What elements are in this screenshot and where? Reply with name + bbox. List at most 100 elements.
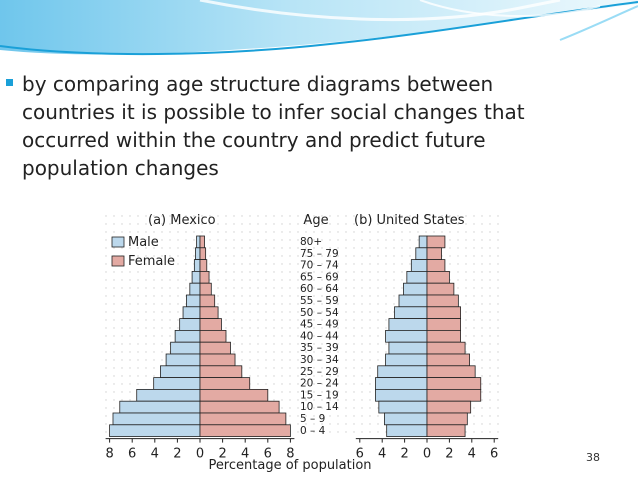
grid-dot (225, 311, 227, 313)
grid-dot (137, 359, 139, 361)
grid-dot (129, 335, 131, 337)
grid-dot (377, 215, 379, 217)
grid-dot (497, 431, 499, 433)
grid-dot (481, 375, 483, 377)
grid-dot (345, 399, 347, 401)
grid-dot (473, 431, 475, 433)
grid-dot (361, 231, 363, 233)
grid-dot (161, 351, 163, 353)
grid-dot (305, 247, 307, 249)
grid-dot (489, 335, 491, 337)
age-label: 75 – 79 (300, 248, 339, 260)
grid-dot (289, 287, 291, 289)
grid-dot (121, 319, 123, 321)
grid-dot (129, 359, 131, 361)
grid-dot (473, 295, 475, 297)
grid-dot (353, 295, 355, 297)
grid-dot (265, 343, 267, 345)
age-label: 60 – 64 (300, 283, 339, 295)
grid-dot (345, 327, 347, 329)
age-header: Age (303, 213, 328, 228)
grid-dot (257, 279, 259, 281)
grid-dot (257, 351, 259, 353)
grid-dot (305, 263, 307, 265)
grid-dot (321, 343, 323, 345)
grid-dot (385, 279, 387, 281)
grid-dot (137, 311, 139, 313)
grid-dot (169, 335, 171, 337)
grid-dot (233, 271, 235, 273)
grid-dot (465, 311, 467, 313)
grid-dot (409, 255, 411, 257)
grid-dot (473, 279, 475, 281)
grid-dot (121, 343, 123, 345)
grid-dot (105, 383, 107, 385)
grid-dot (289, 303, 291, 305)
grid-dot (257, 247, 259, 249)
grid-dot (369, 399, 371, 401)
grid-dot (257, 223, 259, 225)
grid-dot (265, 215, 267, 217)
grid-dot (497, 375, 499, 377)
grid-dot (329, 239, 331, 241)
grid-dot (305, 343, 307, 345)
grid-dot (225, 255, 227, 257)
grid-dot (217, 303, 219, 305)
grid-dot (345, 223, 347, 225)
male-bar (186, 294, 201, 308)
grid-dot (321, 423, 323, 425)
grid-dot (329, 255, 331, 257)
grid-dot (489, 359, 491, 361)
grid-dot (249, 287, 251, 289)
female-bar (199, 318, 222, 331)
grid-dot (361, 303, 363, 305)
grid-dot (161, 303, 163, 305)
grid-dot (361, 255, 363, 257)
grid-dot (153, 223, 155, 225)
grid-dot (297, 327, 299, 329)
grid-dot (153, 239, 155, 241)
age-label: 25 – 29 (300, 366, 339, 378)
grid-dot (465, 343, 467, 345)
grid-dot (361, 399, 363, 401)
grid-dot (137, 303, 139, 305)
grid-dot (145, 375, 147, 377)
grid-dot (305, 431, 307, 433)
grid-dot (257, 343, 259, 345)
grid-dot (169, 311, 171, 313)
grid-dot (217, 231, 219, 233)
grid-dot (297, 215, 299, 217)
grid-dot (169, 263, 171, 265)
grid-dot (297, 407, 299, 409)
grid-dot (329, 311, 331, 313)
grid-dot (145, 303, 147, 305)
grid-dot (457, 255, 459, 257)
grid-dot (489, 263, 491, 265)
grid-dot (185, 247, 187, 249)
grid-dot (265, 295, 267, 297)
x-tick-label: 2 (400, 447, 408, 462)
grid-dot (289, 335, 291, 337)
grid-dot (465, 215, 467, 217)
grid-dot (233, 279, 235, 281)
grid-dot (313, 351, 315, 353)
male-bar (179, 318, 201, 331)
grid-dot (233, 231, 235, 233)
grid-dot (489, 279, 491, 281)
grid-dot (233, 327, 235, 329)
grid-dot (105, 303, 107, 305)
grid-dot (249, 367, 251, 369)
grid-dot (225, 319, 227, 321)
male-bar (384, 412, 428, 426)
grid-dot (257, 335, 259, 337)
grid-dot (273, 279, 275, 281)
panel-label: (b) United States (354, 213, 465, 228)
female-bar (426, 247, 442, 260)
grid-dot (113, 351, 115, 353)
female-bar (426, 306, 461, 320)
grid-dot (369, 431, 371, 433)
grid-dot (209, 279, 211, 281)
male-bar (394, 306, 428, 320)
grid-dot (489, 423, 491, 425)
grid-dot (497, 279, 499, 281)
